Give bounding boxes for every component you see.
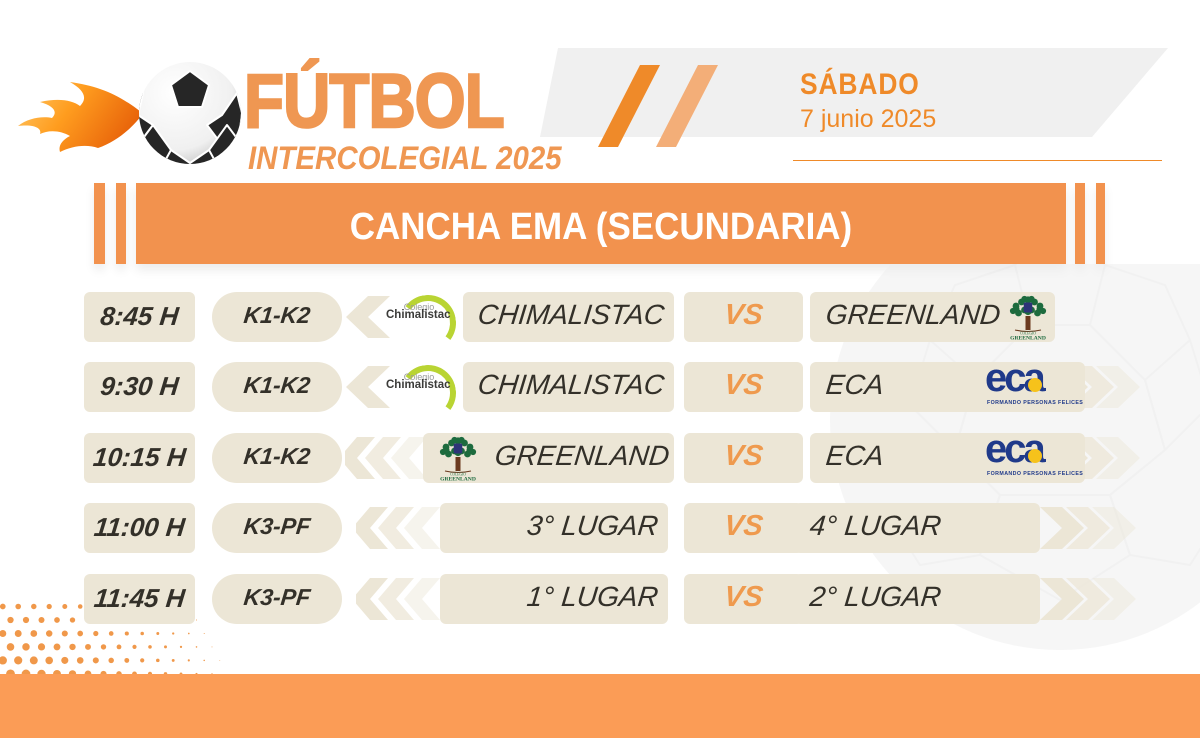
svg-text:GREENLAND: GREENLAND [1010, 336, 1046, 342]
svg-text:GREENLAND: GREENLAND [440, 477, 476, 483]
